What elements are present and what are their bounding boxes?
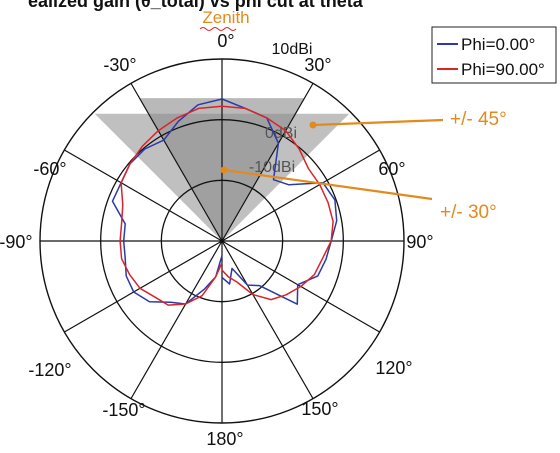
angle-label: 150° (301, 399, 338, 419)
grid-spoke (130, 83, 223, 242)
annotation-dot (309, 121, 317, 129)
angle-label: -30° (103, 55, 136, 75)
angle-label: -150° (102, 400, 145, 420)
angle-label: 0° (217, 31, 234, 51)
annotation-label: +/- 45° (450, 109, 507, 130)
angle-label: 180° (206, 429, 243, 449)
ring-labels: 10dBi 0dBi -10dBi (249, 41, 313, 176)
angle-label: 30° (304, 55, 331, 75)
angle-labels: 0° 30° 60° 90° 120° 150° 180° -150° -120° -90° -60… (0, 31, 434, 449)
ring-label: 0dBi (265, 125, 297, 142)
annotation-label: +/- 30° (440, 202, 497, 223)
grid-spoke (64, 149, 223, 242)
polar-grid (39, 58, 405, 424)
legend-label: Phi=0.00° (461, 35, 535, 54)
ring-label: -10dBi (249, 159, 295, 176)
annotation-arrow (223, 168, 433, 201)
grid-spoke (221, 240, 314, 399)
angle-label: 90° (406, 232, 433, 252)
annotation-dot (220, 166, 228, 174)
angle-label: 120° (375, 358, 412, 378)
angle-label: -60° (33, 159, 66, 179)
annotations: +/- 45° +/- 30° (220, 109, 507, 223)
angle-label: 60° (378, 159, 405, 179)
angle-label: -90° (0, 232, 33, 252)
legend-label: Phi=90.00° (461, 60, 545, 79)
data-series (111, 98, 338, 306)
grid-spoke (221, 83, 314, 242)
ring-label: 10dBi (272, 41, 313, 58)
grid-spoke (221, 149, 380, 242)
chart-title: ealized gain (θ_total) vs phi cut at the… (28, 0, 364, 11)
zenith-label: Zenith (202, 8, 249, 27)
annotation-arrow (312, 118, 444, 127)
legend-box (431, 26, 557, 84)
zenith-underline (199, 27, 237, 31)
series-line (119, 105, 334, 306)
grid-spoke (64, 240, 223, 333)
series-line (111, 98, 338, 305)
grid-spoke (130, 240, 223, 399)
legend: Phi=0.00° Phi=90.00° (431, 26, 557, 84)
angle-label: -120° (28, 360, 71, 380)
